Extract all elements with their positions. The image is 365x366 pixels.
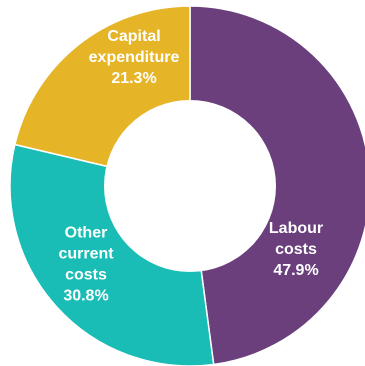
donut-hole	[104, 100, 276, 272]
slice-name-line: costs	[275, 241, 317, 258]
slice-name-line: Capital	[107, 28, 160, 45]
slice-name-line: expenditure	[89, 49, 180, 66]
slice-value-label: 47.9%	[273, 262, 318, 279]
slice-label-labour-costs: Labour costs 47.9%	[269, 220, 323, 279]
chart-labels: Labour costs 47.9% Other current costs 30.8% Ca…	[58, 28, 323, 305]
slice-name-line: current	[58, 246, 114, 263]
slice-name-line: costs	[65, 267, 107, 284]
slice-label-other-current-costs: Other current costs 30.8%	[58, 225, 114, 305]
slice-labour-costs	[189, 5, 365, 366]
slice-value-label: 21.3%	[111, 70, 156, 87]
slice-value-label: 30.8%	[63, 288, 108, 305]
slice-name-line: Labour	[269, 220, 323, 237]
slice-name-line: Other	[65, 225, 108, 242]
slice-label-capital-expenditure: Capital expenditure 21.3%	[89, 28, 180, 87]
